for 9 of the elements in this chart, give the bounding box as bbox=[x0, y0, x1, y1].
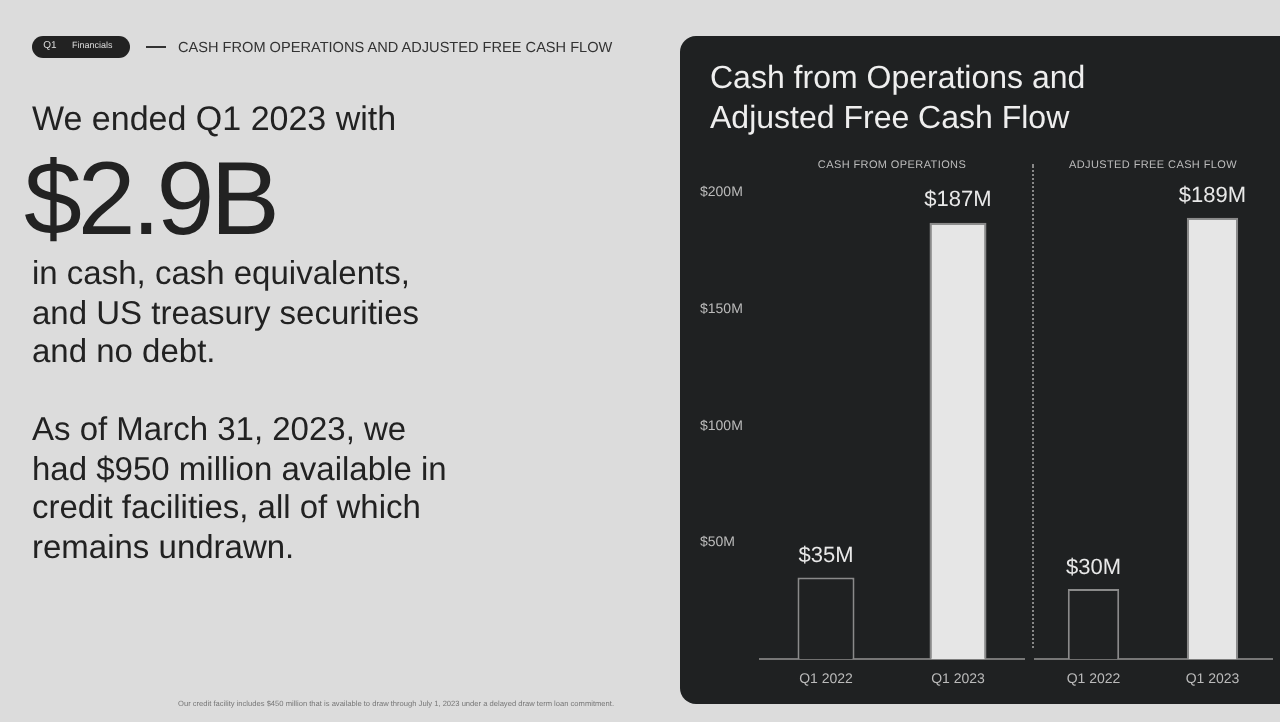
data-label: $35M bbox=[796, 543, 856, 568]
text: $2.9B bbox=[24, 140, 276, 260]
text: As of March 31, 2023, we had $950 million available in credit facilities, all of which remains undrawn. bbox=[32, 412, 449, 568]
data-label: $189M bbox=[1176, 183, 1249, 208]
data-label: $187M bbox=[922, 188, 994, 213]
text: We ended Q1 2023 with bbox=[32, 100, 397, 140]
text: in cash, cash equivalents, and US treasury securities and no debt. bbox=[32, 256, 421, 373]
chart-title: Cash from Operations and Adjusted Free Cash Flow bbox=[710, 60, 1088, 140]
data-label: $30M bbox=[1063, 555, 1124, 580]
